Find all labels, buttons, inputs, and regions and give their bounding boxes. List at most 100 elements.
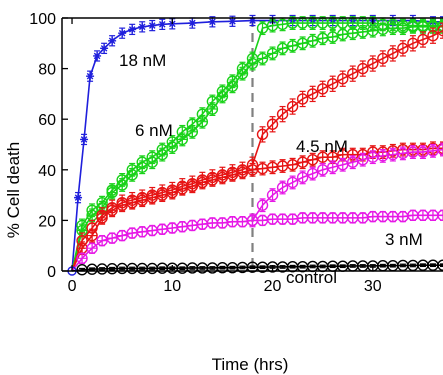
- x-tick-label: 20: [264, 278, 282, 295]
- annotation-18nm: 18 nM: [119, 51, 166, 70]
- series-line: [71, 29, 443, 272]
- data-point-cross: [337, 212, 348, 223]
- axes: 0 20 40 60 80 100 0 10 20 30: [29, 11, 443, 295]
- data-point-cross: [277, 43, 288, 54]
- data-point: [206, 95, 219, 108]
- data-point: [306, 88, 319, 100]
- data-point: [377, 52, 389, 65]
- data-point: [286, 100, 299, 113]
- data-point: [327, 78, 339, 90]
- data-point-cross: [137, 226, 148, 237]
- data-point: [216, 85, 229, 98]
- data-point-cross: [438, 143, 443, 154]
- data-point: [166, 136, 178, 148]
- data-point-cross: [307, 35, 318, 46]
- y-tick-label: 20: [38, 213, 56, 230]
- data-point: [367, 57, 379, 70]
- data-point-cross: [257, 53, 268, 64]
- data-point: [387, 47, 399, 60]
- series-4: [71, 22, 443, 272]
- data-point-cross: [317, 212, 328, 223]
- data-point: [86, 204, 98, 216]
- data-point-cross: [287, 159, 298, 170]
- series-2: [71, 16, 443, 272]
- series-5: [71, 209, 443, 272]
- data-point: [296, 171, 309, 184]
- data-point: [208, 17, 217, 26]
- data-point: [128, 25, 137, 34]
- data-point-cross: [307, 154, 318, 165]
- data-point-cross: [77, 253, 88, 264]
- data-point: [86, 222, 98, 234]
- data-point-cross: [297, 157, 308, 168]
- data-point-cross: [367, 211, 378, 222]
- data-point: [306, 167, 319, 180]
- series-1: [71, 19, 443, 272]
- data-point-cross: [307, 212, 318, 223]
- annotation-3nm: 3 nM: [385, 230, 423, 249]
- plot-area: [67, 14, 443, 276]
- data-point-cross: [197, 219, 208, 230]
- data-point: [176, 126, 189, 138]
- data-point-cross: [277, 214, 288, 225]
- data-point: [347, 67, 359, 80]
- data-point: [357, 62, 369, 75]
- data-point-cross: [357, 212, 368, 223]
- data-point: [316, 83, 329, 95]
- data-point: [276, 108, 289, 120]
- data-point: [286, 176, 299, 189]
- x-tick-label: 0: [68, 278, 77, 295]
- data-point: [100, 44, 109, 53]
- y-tick-label: 100: [29, 11, 56, 28]
- data-point: [196, 108, 209, 120]
- series-7: [71, 259, 443, 276]
- data-point-cross: [117, 230, 128, 241]
- y-axis-label: % Cell death: [4, 142, 23, 238]
- data-point: [246, 159, 259, 171]
- data-point: [228, 17, 237, 26]
- y-tick-label: 40: [38, 163, 56, 180]
- data-point-cross: [417, 210, 428, 221]
- data-point: [146, 151, 158, 163]
- data-point: [186, 178, 199, 190]
- data-point: [166, 184, 178, 196]
- data-point: [437, 19, 443, 32]
- data-point: [116, 174, 128, 186]
- data-point: [256, 128, 269, 141]
- data-point-cross: [438, 210, 443, 221]
- data-point-cross: [147, 225, 158, 236]
- data-point-cross: [257, 215, 268, 226]
- data-point: [136, 156, 148, 168]
- data-point-cross: [287, 40, 298, 51]
- data-point-cross: [157, 224, 168, 235]
- data-point: [86, 72, 95, 81]
- data-point-cross: [127, 228, 138, 239]
- data-point-cross: [317, 152, 328, 163]
- data-point-cross: [107, 233, 118, 244]
- data-point: [108, 36, 117, 45]
- series-line: [71, 22, 443, 272]
- data-point: [337, 73, 349, 85]
- data-point-cross: [267, 162, 278, 173]
- data-point: [427, 30, 439, 42]
- data-point: [76, 234, 88, 247]
- data-point-cross: [227, 216, 238, 227]
- data-point: [248, 16, 257, 25]
- data-point-cross: [347, 212, 358, 223]
- data-point-cross: [237, 216, 248, 227]
- data-point: [106, 184, 118, 196]
- data-point: [148, 21, 157, 30]
- series-6: [246, 142, 443, 228]
- data-point: [276, 181, 289, 194]
- data-point: [246, 52, 259, 65]
- data-point-cross: [427, 210, 438, 221]
- data-point: [437, 259, 443, 271]
- data-point: [417, 33, 429, 46]
- data-point: [188, 19, 197, 28]
- data-point-cross: [287, 214, 298, 225]
- data-point: [118, 29, 127, 38]
- y-tick-label: 60: [38, 112, 56, 129]
- data-point-cross: [327, 31, 338, 42]
- data-point-cross: [257, 163, 268, 174]
